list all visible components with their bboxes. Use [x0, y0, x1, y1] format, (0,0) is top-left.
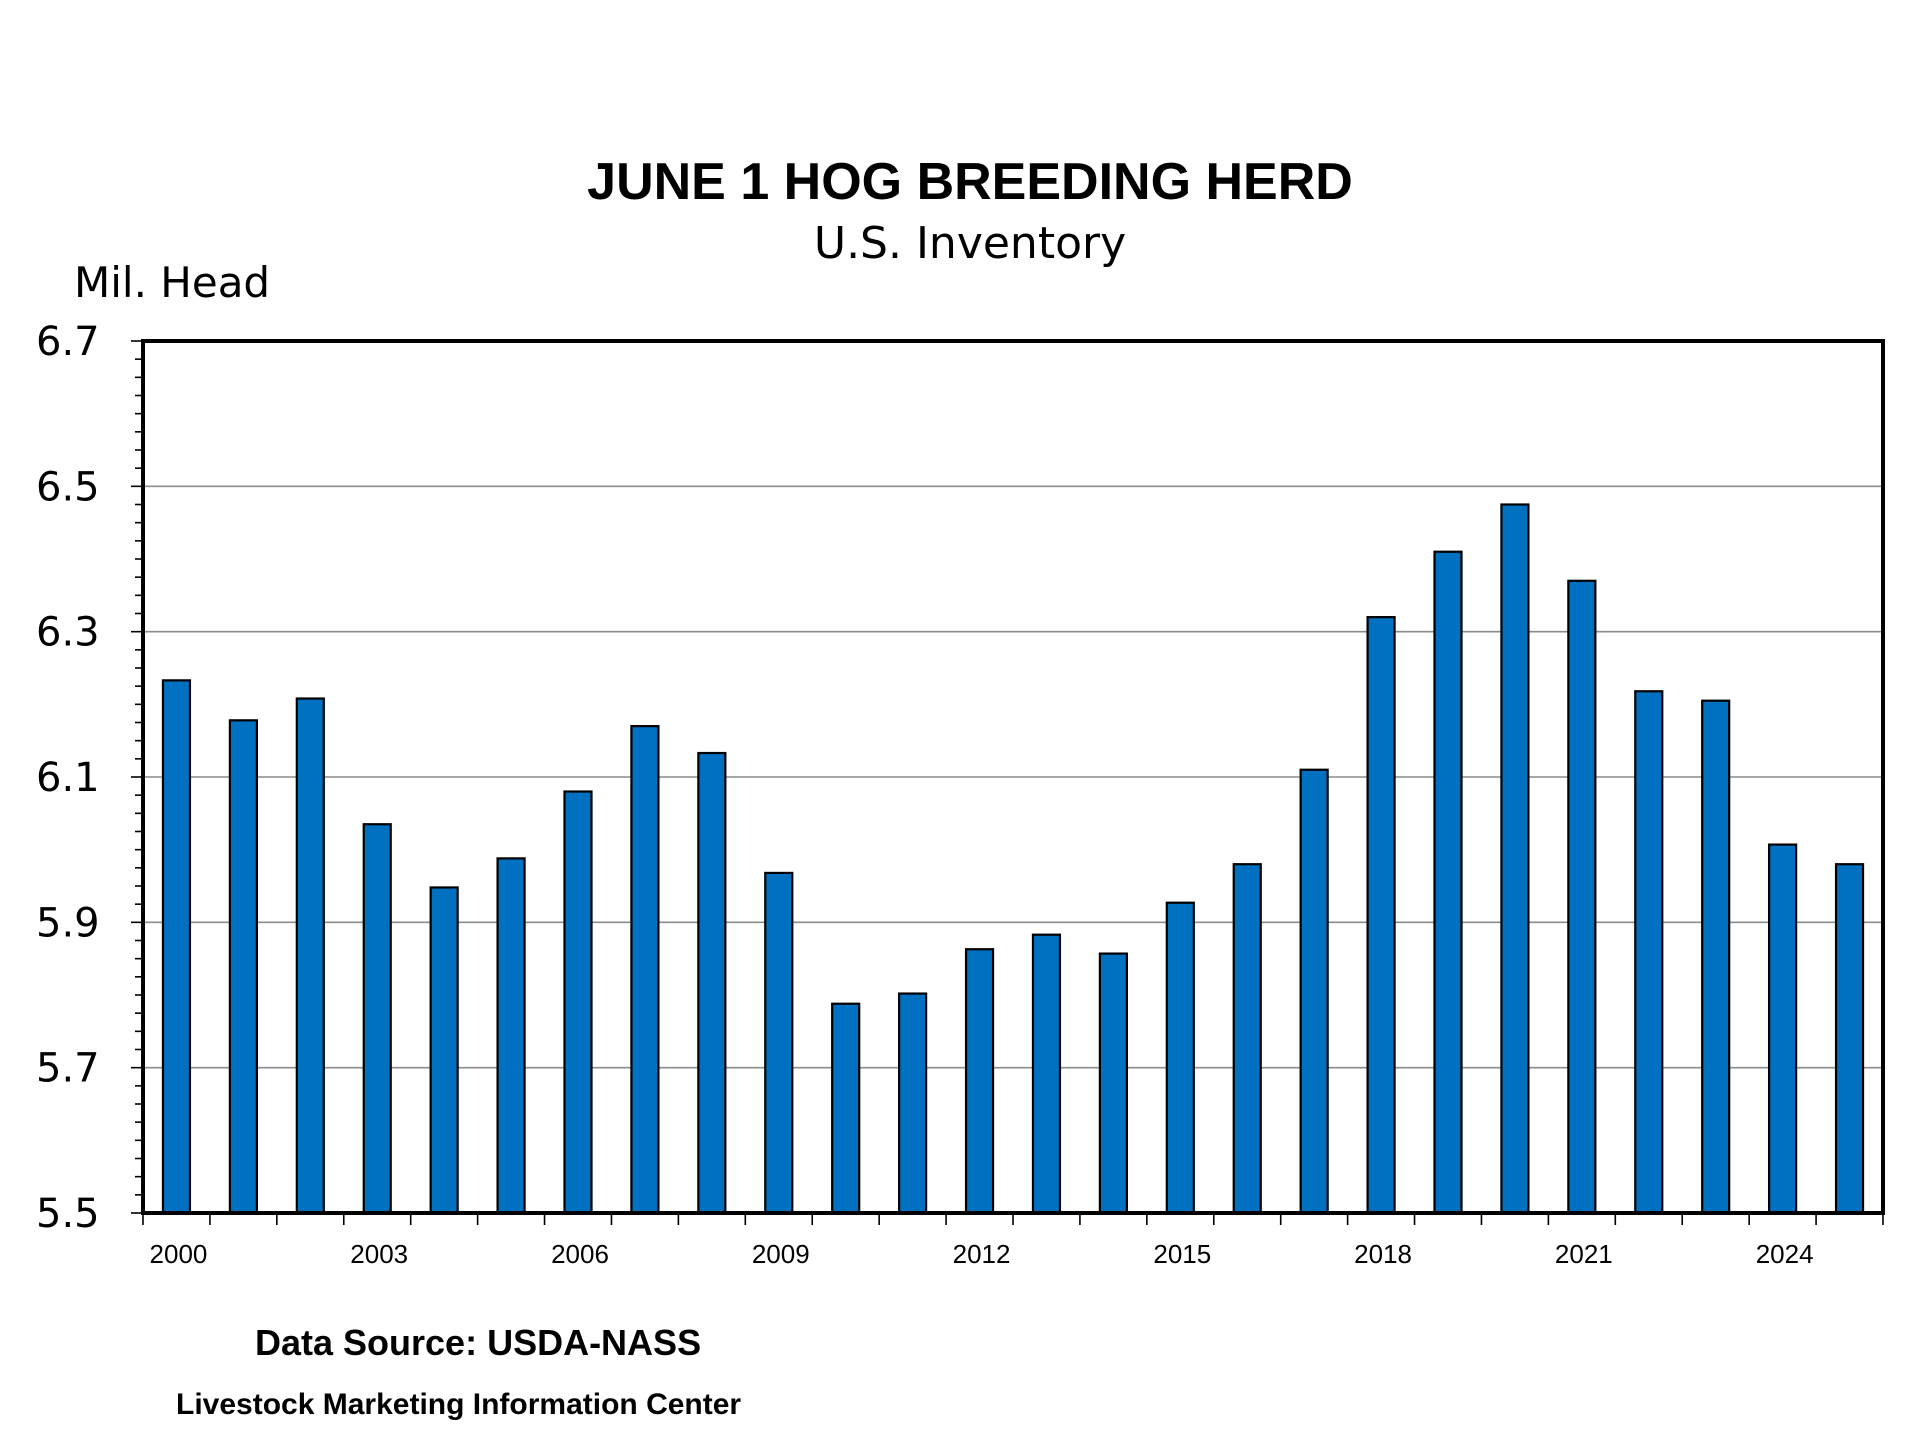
y-tick-label: 5.5 — [36, 1191, 100, 1237]
bars — [161, 503, 1865, 1215]
x-tick-label-2021: 2021 — [1555, 1239, 1613, 1269]
y-tick-label: 6.7 — [36, 319, 100, 365]
bar-2013 — [1031, 933, 1062, 1215]
bar-2010 — [831, 1002, 861, 1215]
x-tick-label-2018: 2018 — [1354, 1239, 1412, 1269]
bar-2024 — [1768, 843, 1798, 1215]
axes: 5.5 5.7 5.9 6.1 6.3 6.5 6.7 2000 2003 2006 2009 201… — [36, 319, 1884, 1269]
bar-chart: 5.5 5.7 5.9 6.1 6.3 6.5 6.7 2000 2003 2006 2009 201… — [36, 319, 1885, 1269]
bar-2003 — [362, 823, 392, 1215]
bar-2009 — [764, 871, 794, 1215]
y-tick-label: 6.3 — [36, 610, 100, 656]
bar-2018 — [1366, 616, 1396, 1215]
bar-2014 — [1098, 952, 1128, 1215]
y-tick-label: 6.1 — [36, 755, 100, 801]
bar-2017 — [1299, 768, 1329, 1215]
x-tick-label-2009: 2009 — [752, 1239, 810, 1269]
chart-subtitle: U.S. Inventory — [813, 218, 1127, 269]
credit-line: Livestock Marketing Information Center — [176, 1388, 742, 1421]
gridlines — [143, 485, 1883, 1069]
bar-2015 — [1165, 901, 1195, 1215]
bar-2022 — [1634, 690, 1664, 1215]
bar-2025 — [1834, 863, 1865, 1215]
x-tick-label-2006: 2006 — [551, 1239, 609, 1269]
bar-2006 — [563, 790, 593, 1215]
x-tick-label-2024: 2024 — [1756, 1239, 1814, 1269]
data-source: Data Source: USDA-NASS — [255, 1322, 702, 1363]
bar-2011 — [898, 992, 928, 1215]
x-tick-label-2003: 2003 — [350, 1239, 408, 1269]
x-tick-label-2012: 2012 — [953, 1239, 1011, 1269]
bar-2001 — [228, 719, 258, 1215]
y-axis-unit-label: Mil. Head — [74, 258, 271, 307]
bar-2008 — [697, 751, 727, 1215]
x-tick-label-2000: 2000 — [150, 1239, 208, 1269]
bar-2019 — [1433, 550, 1463, 1215]
bar-2016 — [1232, 863, 1262, 1215]
bar-2020 — [1500, 503, 1530, 1215]
y-tick-label: 5.7 — [36, 1046, 100, 1092]
y-tick-label: 6.5 — [36, 464, 100, 510]
bar-2004 — [429, 886, 459, 1215]
bar-2012 — [964, 948, 995, 1215]
x-tick-label-2015: 2015 — [1153, 1239, 1211, 1269]
bar-2005 — [496, 857, 526, 1215]
bar-2023 — [1701, 699, 1731, 1215]
bar-2002 — [295, 697, 325, 1215]
bar-2007 — [630, 725, 660, 1215]
y-tick-label: 5.9 — [36, 900, 100, 946]
bar-2021 — [1567, 579, 1597, 1215]
bar-2000 — [161, 679, 192, 1215]
chart-title: JUNE 1 HOG BREEDING HERD — [587, 153, 1353, 211]
